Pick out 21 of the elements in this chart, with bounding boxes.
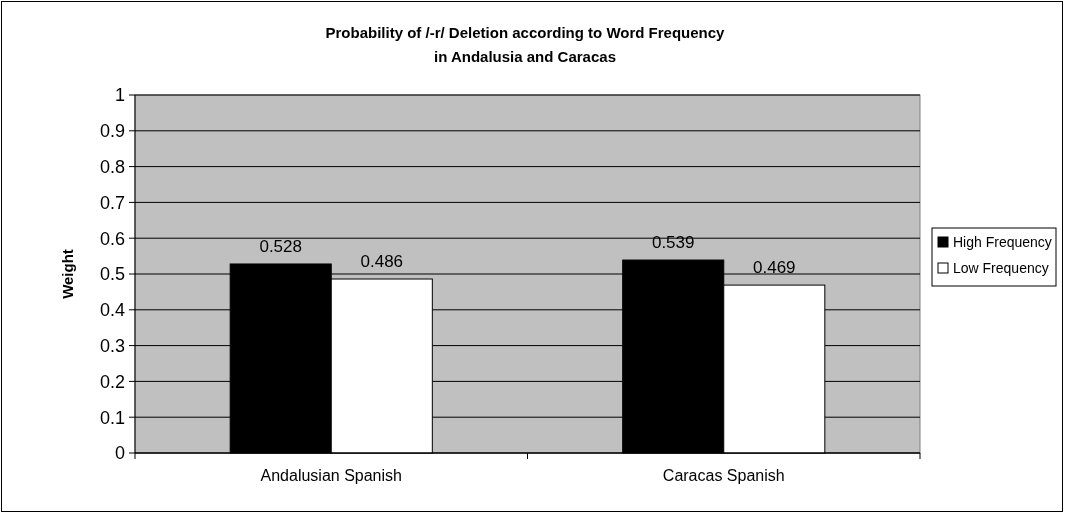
chart-title: Probability of /-r/ Deletion according to Word Frequency in Andalusia and Caracas — [325, 24, 726, 65]
y-tick-label: 0.7 — [99, 192, 125, 213]
x-tick-label: Caracas Spanish — [662, 467, 785, 484]
data-label: 0.486 — [360, 252, 404, 272]
x-tick-label: Andalusian Spanish — [260, 467, 402, 484]
y-tick-label: 0.4 — [99, 300, 125, 321]
y-tick-label: 0.1 — [99, 407, 125, 428]
data-label: 0.528 — [259, 236, 302, 256]
y-tick-label: 0.3 — [99, 335, 125, 356]
y-tick-label: 0.5 — [99, 264, 125, 285]
y-axis-title: Weight — [59, 249, 76, 299]
y-tick-label: 1 — [114, 85, 125, 106]
y-tick-label: 0.8 — [99, 156, 125, 177]
data-label: 0.539 — [651, 233, 695, 253]
y-tick-label: 0 — [114, 443, 125, 464]
y-tick-label: 0.6 — [99, 228, 125, 249]
legend-label: Low Frequency — [953, 259, 1049, 276]
y-tick-label: 0.9 — [99, 121, 125, 142]
data-label: 0.469 — [753, 258, 796, 278]
y-tick-label: 0.2 — [99, 371, 125, 392]
legend-label: High Frequency — [953, 233, 1052, 250]
